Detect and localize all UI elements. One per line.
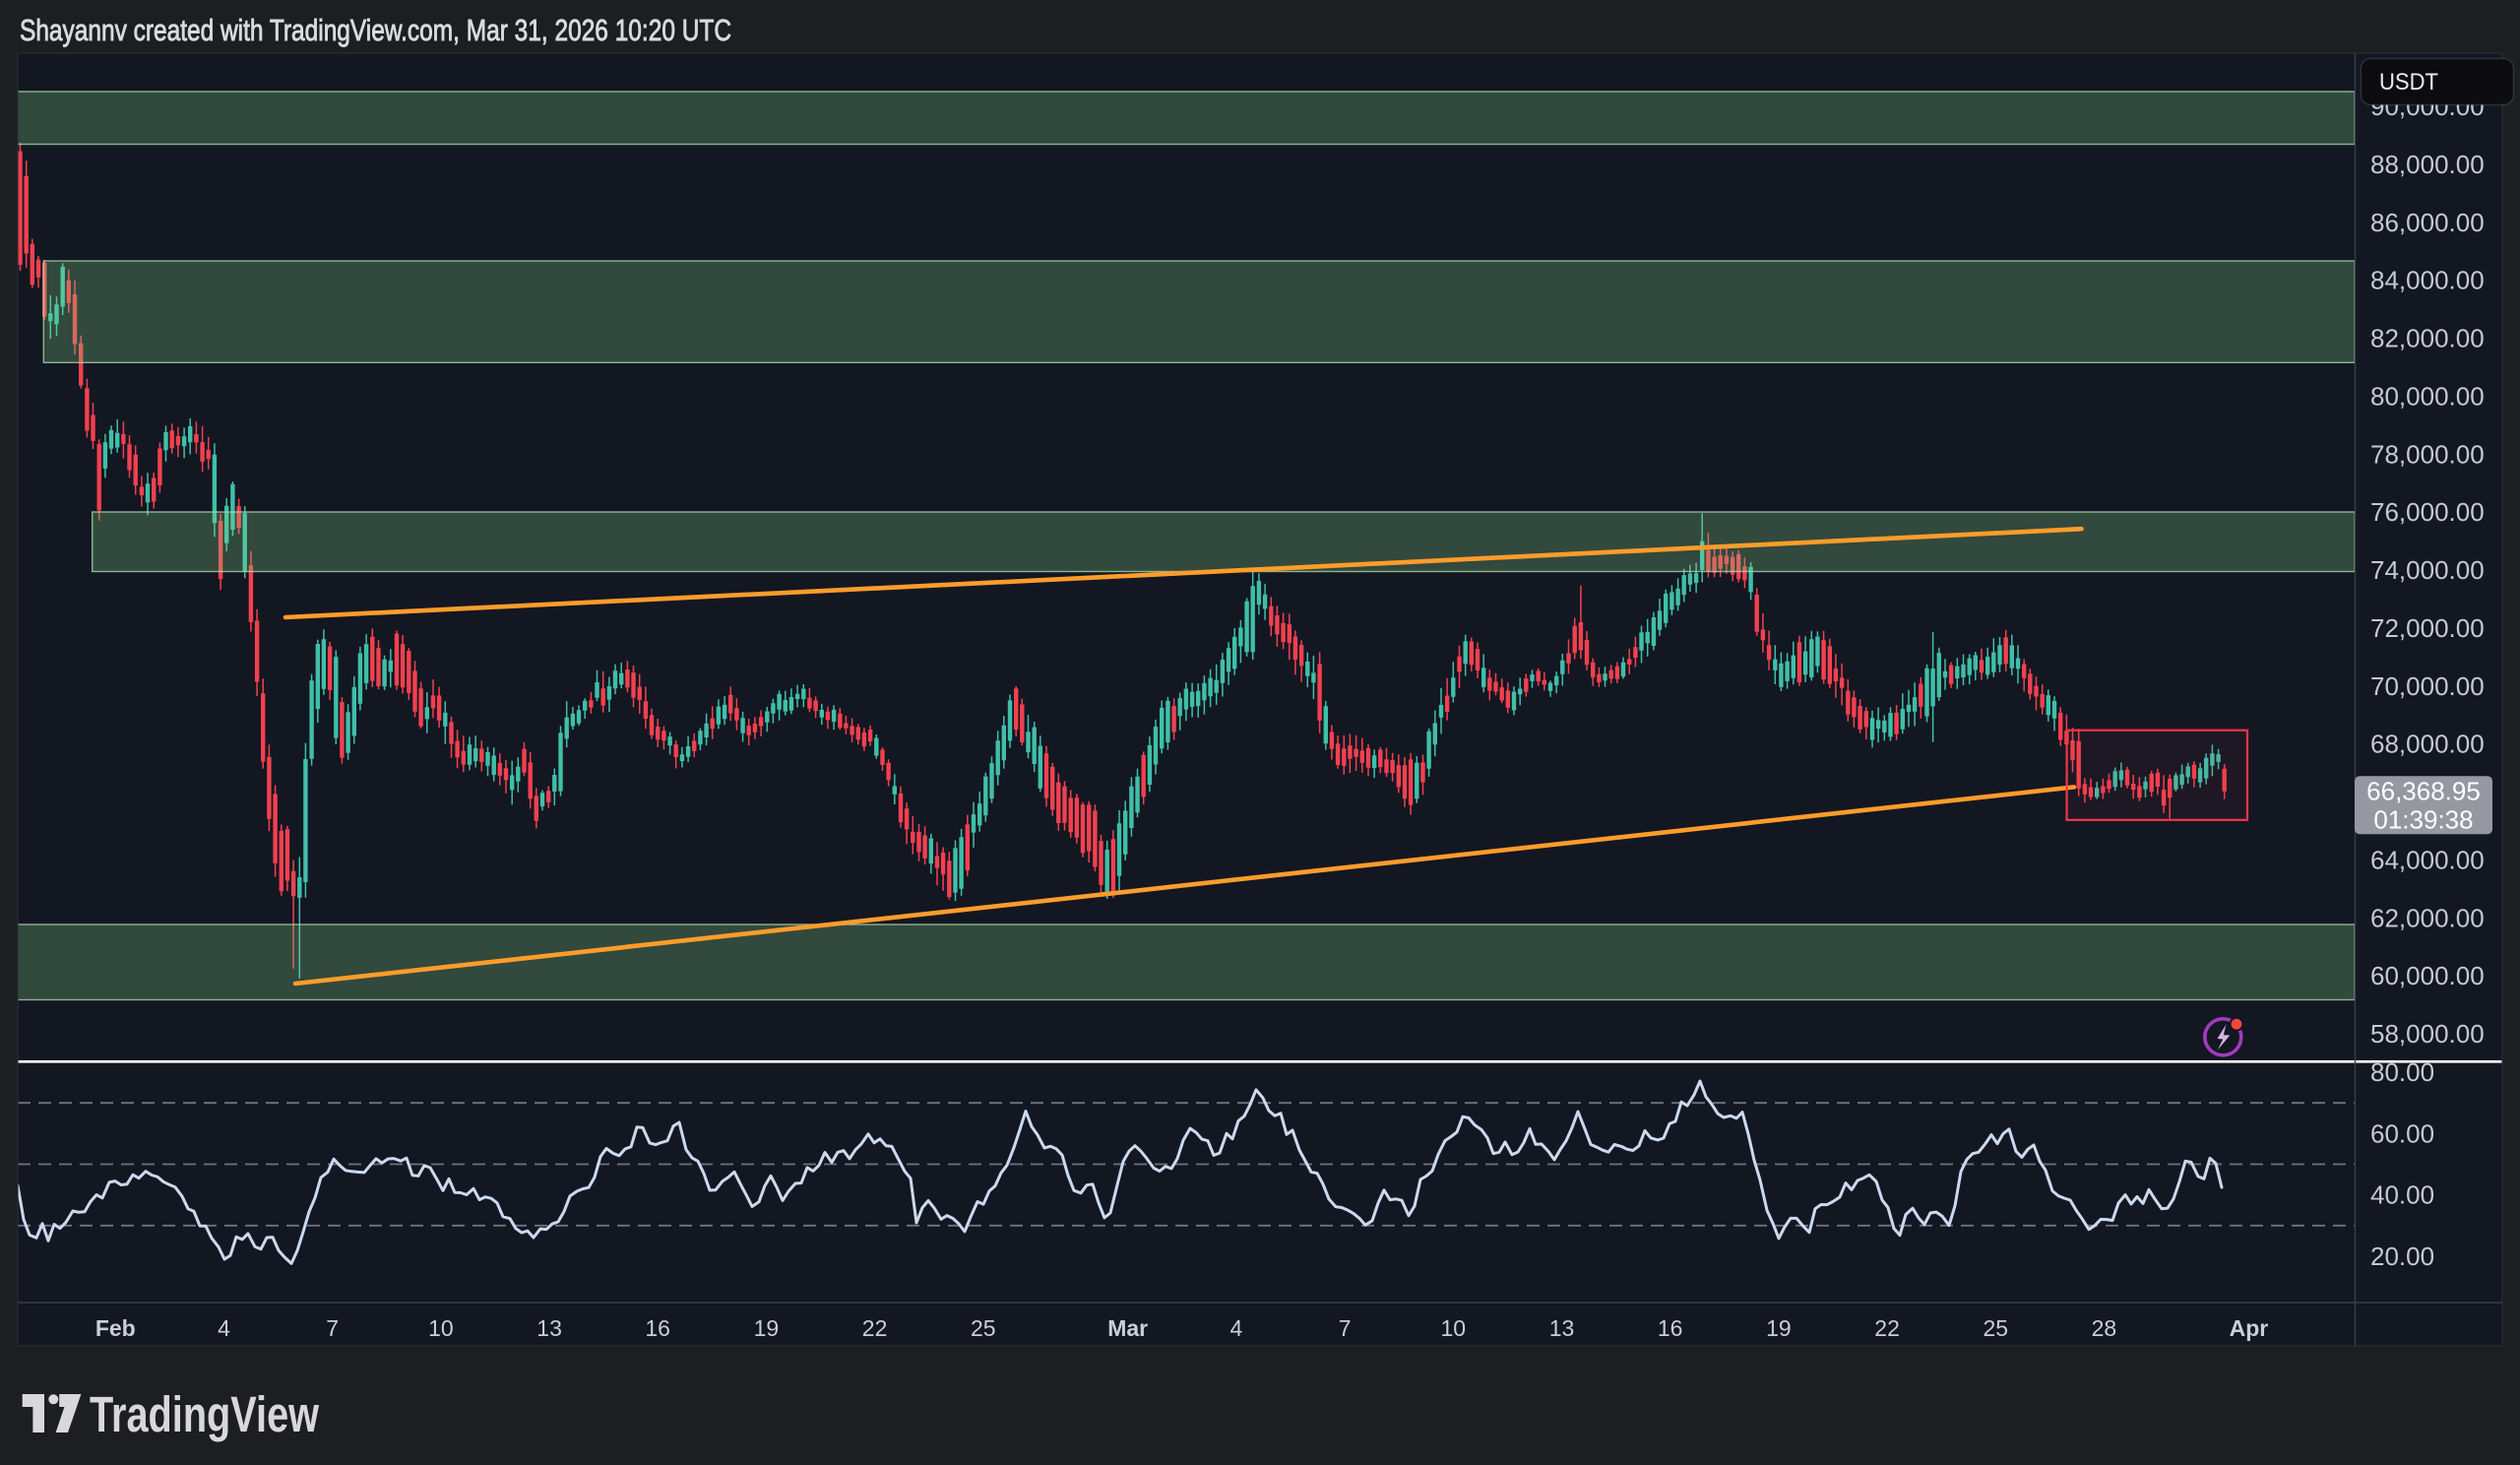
svg-text:Mar: Mar <box>1107 1315 1148 1341</box>
svg-text:74,000.00: 74,000.00 <box>2370 555 2485 585</box>
svg-text:28: 28 <box>2092 1315 2117 1341</box>
svg-text:72,000.00: 72,000.00 <box>2370 613 2485 643</box>
svg-text:80,000.00: 80,000.00 <box>2370 382 2485 412</box>
svg-text:19: 19 <box>754 1315 780 1341</box>
svg-text:64,000.00: 64,000.00 <box>2370 845 2485 874</box>
svg-text:76,000.00: 76,000.00 <box>2370 497 2485 527</box>
svg-text:60,000.00: 60,000.00 <box>2370 961 2485 990</box>
svg-text:40.00: 40.00 <box>2370 1180 2434 1210</box>
svg-text:TradingView: TradingView <box>90 1386 319 1442</box>
svg-text:7: 7 <box>1339 1315 1352 1341</box>
svg-text:58,000.00: 58,000.00 <box>2370 1019 2485 1049</box>
svg-text:20.00: 20.00 <box>2370 1242 2434 1271</box>
svg-text:70,000.00: 70,000.00 <box>2370 671 2485 701</box>
svg-text:25: 25 <box>1984 1315 2009 1341</box>
svg-text:25: 25 <box>971 1315 996 1341</box>
svg-text:4: 4 <box>1230 1315 1243 1341</box>
svg-text:10: 10 <box>428 1315 454 1341</box>
svg-text:13: 13 <box>1549 1315 1575 1341</box>
svg-text:68,000.00: 68,000.00 <box>2370 730 2485 759</box>
svg-text:22: 22 <box>1874 1315 1900 1341</box>
svg-text:Shayannv created with TradingV: Shayannv created with TradingView.com, M… <box>20 13 731 47</box>
svg-text:4: 4 <box>218 1315 230 1341</box>
svg-text:86,000.00: 86,000.00 <box>2370 208 2485 237</box>
svg-text:62,000.00: 62,000.00 <box>2370 903 2485 932</box>
svg-text:84,000.00: 84,000.00 <box>2370 266 2485 295</box>
svg-text:Feb: Feb <box>95 1315 136 1341</box>
svg-text:82,000.00: 82,000.00 <box>2370 324 2485 353</box>
svg-text:Apr: Apr <box>2230 1315 2269 1341</box>
svg-text:USDT: USDT <box>2379 69 2438 96</box>
svg-text:16: 16 <box>1658 1315 1683 1341</box>
svg-text:7: 7 <box>326 1315 339 1341</box>
svg-text:16: 16 <box>645 1315 670 1341</box>
svg-text:10: 10 <box>1441 1315 1467 1341</box>
svg-text:22: 22 <box>862 1315 888 1341</box>
svg-text:60.00: 60.00 <box>2370 1118 2434 1148</box>
svg-text:88,000.00: 88,000.00 <box>2370 150 2485 179</box>
svg-text:78,000.00: 78,000.00 <box>2370 439 2485 469</box>
svg-text:19: 19 <box>1766 1315 1792 1341</box>
svg-text:01:39:38: 01:39:38 <box>2373 805 2473 835</box>
svg-text:80.00: 80.00 <box>2370 1057 2434 1087</box>
svg-text:66,368.95: 66,368.95 <box>2366 777 2481 806</box>
svg-text:13: 13 <box>536 1315 562 1341</box>
